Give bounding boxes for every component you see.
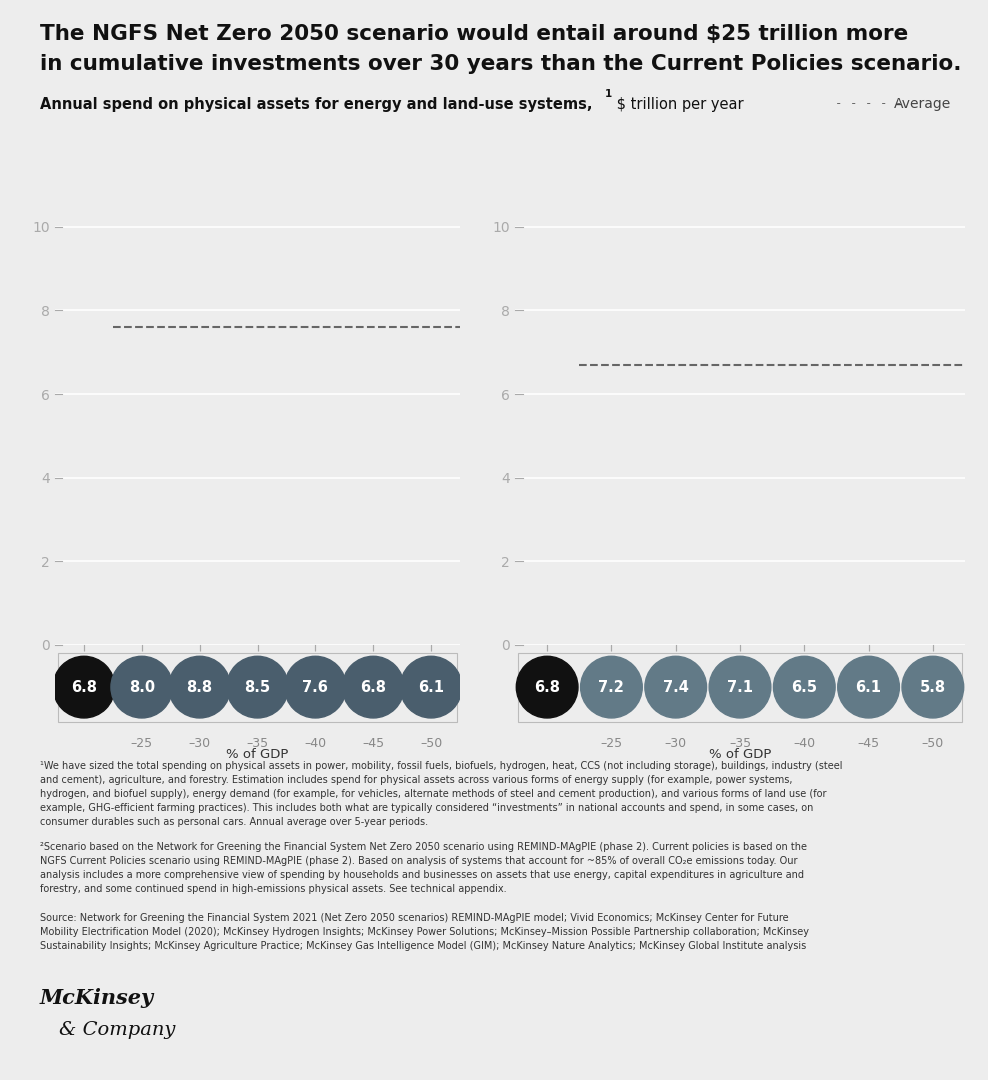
Text: ²Scenario based on the Network for Greening the Financial System Net Zero 2050 s: ²Scenario based on the Network for Green… <box>40 842 806 894</box>
Text: Annual spend on physical assets for energy and land-use systems,: Annual spend on physical assets for ener… <box>40 97 592 112</box>
Text: Source: Network for Greening the Financial System 2021 (Net Zero 2050 scenarios): Source: Network for Greening the Financi… <box>40 913 808 950</box>
Text: 6.8: 6.8 <box>71 679 97 694</box>
Text: 6.5: 6.5 <box>791 679 817 694</box>
Text: 6.8: 6.8 <box>361 679 386 694</box>
Text: 2041: 2041 <box>853 681 884 694</box>
Ellipse shape <box>517 657 578 718</box>
Text: ¹We have sized the total spending on physical assets in power, mobility, fossil : ¹We have sized the total spending on phy… <box>40 761 842 827</box>
Text: –25: –25 <box>130 737 153 750</box>
Ellipse shape <box>774 657 835 718</box>
Ellipse shape <box>400 657 462 718</box>
Text: 7.2: 7.2 <box>599 679 624 694</box>
Text: 2021: 2021 <box>596 681 627 694</box>
Text: 2031: 2031 <box>242 681 274 694</box>
Text: in cumulative investments over 30 years than the Current Policies scenario.: in cumulative investments over 30 years … <box>40 54 961 75</box>
Text: - - - - -: - - - - - <box>835 97 902 110</box>
Text: 7.4: 7.4 <box>663 679 689 694</box>
Text: 7.1: 7.1 <box>727 679 753 694</box>
Text: & Company: & Company <box>59 1021 176 1039</box>
Text: 6.8: 6.8 <box>535 679 560 694</box>
Text: 1: 1 <box>605 89 612 98</box>
Text: 2036: 2036 <box>299 681 331 694</box>
Text: 2020: 2020 <box>532 681 563 694</box>
Text: McKinsey: McKinsey <box>40 988 154 1009</box>
Ellipse shape <box>111 657 173 718</box>
Text: –40: –40 <box>304 737 326 750</box>
Text: –45: –45 <box>858 737 879 750</box>
Text: 2041: 2041 <box>358 681 389 694</box>
Text: 2031: 2031 <box>724 681 756 694</box>
Ellipse shape <box>343 657 404 718</box>
Text: –35: –35 <box>729 737 751 750</box>
Ellipse shape <box>285 657 346 718</box>
Text: 8.8: 8.8 <box>187 679 212 694</box>
Ellipse shape <box>226 657 288 718</box>
Text: –45: –45 <box>363 737 384 750</box>
Text: The NGFS Net Zero 2050 scenario would entail around $25 trillion more: The NGFS Net Zero 2050 scenario would en… <box>40 24 908 44</box>
Ellipse shape <box>902 657 963 718</box>
Text: 2026: 2026 <box>184 681 215 694</box>
Ellipse shape <box>169 657 230 718</box>
Text: 5.8: 5.8 <box>920 679 946 694</box>
Text: Average: Average <box>894 97 951 111</box>
Text: 6.1: 6.1 <box>856 679 881 694</box>
Text: –40: –40 <box>793 737 815 750</box>
Text: 2046: 2046 <box>415 681 447 694</box>
Ellipse shape <box>645 657 706 718</box>
Text: $ trillion per year: $ trillion per year <box>612 97 743 112</box>
Text: –30: –30 <box>189 737 210 750</box>
Ellipse shape <box>53 657 115 718</box>
Text: 6.1: 6.1 <box>418 679 444 694</box>
Text: –30: –30 <box>665 737 687 750</box>
Text: 2036: 2036 <box>788 681 820 694</box>
Text: % of GDP: % of GDP <box>226 747 288 760</box>
Text: –50: –50 <box>420 737 443 750</box>
Text: –50: –50 <box>922 737 944 750</box>
Text: –35: –35 <box>246 737 269 750</box>
Text: % of GDP: % of GDP <box>708 747 772 760</box>
Text: 2046: 2046 <box>917 681 948 694</box>
Text: 2020: 2020 <box>68 681 100 694</box>
Text: 7.6: 7.6 <box>302 679 328 694</box>
Ellipse shape <box>838 657 899 718</box>
Text: 8.0: 8.0 <box>128 679 155 694</box>
Text: 2021: 2021 <box>126 681 158 694</box>
Text: –25: –25 <box>601 737 622 750</box>
Text: 2026: 2026 <box>660 681 692 694</box>
Ellipse shape <box>709 657 771 718</box>
Ellipse shape <box>581 657 642 718</box>
Text: 8.5: 8.5 <box>244 679 271 694</box>
